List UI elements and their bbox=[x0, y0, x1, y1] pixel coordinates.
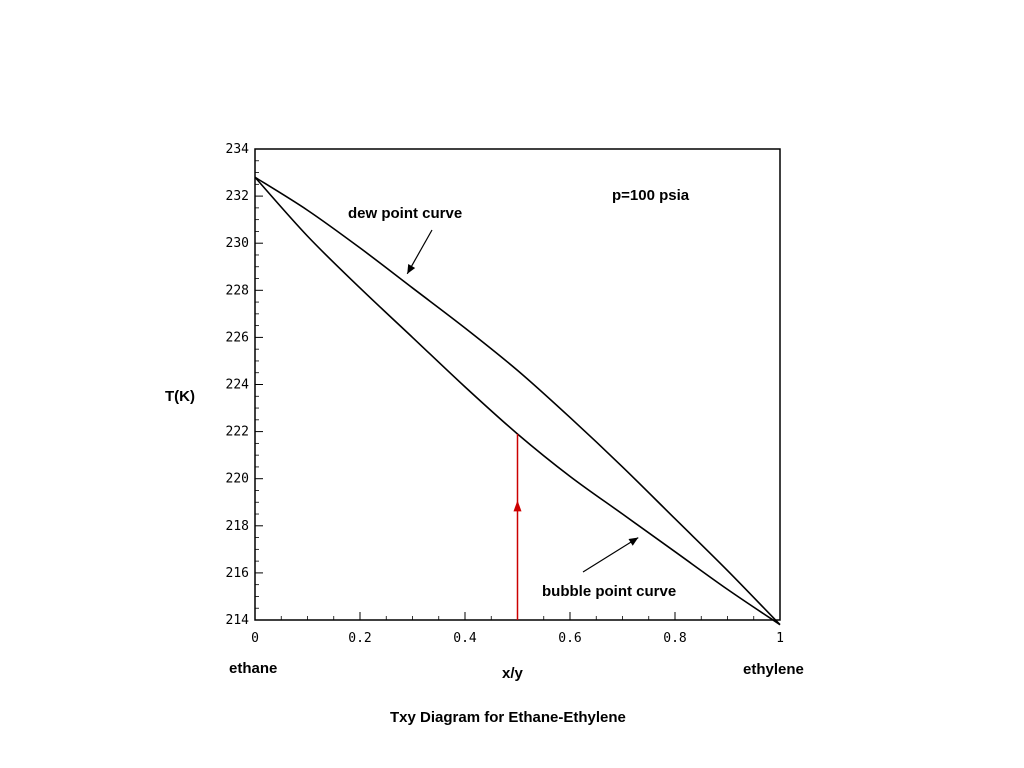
x-tick-label: 0.6 bbox=[558, 631, 581, 646]
x-tick-label: 0.2 bbox=[348, 631, 371, 646]
pressure-label: p=100 psia bbox=[612, 187, 690, 204]
bubble-point-curve-label: bubble point curve bbox=[542, 583, 676, 600]
x-tick-label: 0.8 bbox=[663, 631, 686, 646]
series-layer bbox=[254, 176, 781, 626]
x-tick-label: 0.4 bbox=[453, 631, 477, 646]
y-tick-label: 234 bbox=[226, 142, 250, 157]
y-tick-label: 232 bbox=[226, 189, 249, 204]
chart-title: Txy Diagram for Ethane-Ethylene bbox=[390, 709, 626, 726]
y-tick-label: 222 bbox=[226, 425, 249, 440]
dew-point-arrow-head bbox=[407, 264, 416, 274]
x-end-label-right: ethylene bbox=[743, 661, 804, 678]
x-axis-label: x/y bbox=[502, 665, 524, 682]
annotations bbox=[406, 229, 639, 573]
y-tick-label: 218 bbox=[226, 519, 249, 534]
y-tick-label: 230 bbox=[226, 236, 249, 251]
y-tick-label: 224 bbox=[226, 378, 250, 393]
y-tick-label: 214 bbox=[226, 613, 250, 628]
y-tick-label: 216 bbox=[226, 566, 249, 581]
x-end-label-left: ethane bbox=[229, 660, 277, 677]
bubble-point-arrow-shaft bbox=[582, 537, 639, 573]
y-tick-label: 220 bbox=[226, 472, 249, 487]
y-tick-label: 228 bbox=[226, 283, 249, 298]
x-tick-label: 0 bbox=[251, 631, 259, 646]
composition-marker-arrowhead bbox=[513, 500, 522, 512]
y-axis-label: T(K) bbox=[165, 388, 195, 405]
bubble-point-curve-line bbox=[254, 176, 781, 626]
x-tick-label: 1 bbox=[776, 631, 784, 646]
y-tick-label: 226 bbox=[226, 330, 249, 345]
bubble-point-arrow-head bbox=[628, 537, 639, 546]
dew-point-curve-line bbox=[254, 176, 781, 626]
dew-point-curve-label: dew point curve bbox=[348, 205, 462, 222]
